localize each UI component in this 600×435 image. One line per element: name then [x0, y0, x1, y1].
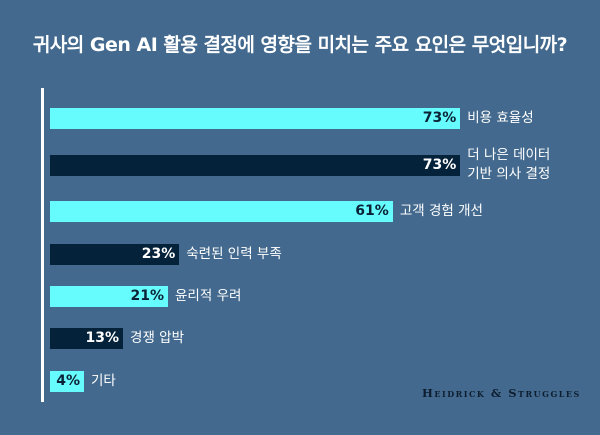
chart-title: 귀사의 Gen AI 활용 결정에 영향을 미치는 주요 요인은 무엇입니까? [32, 34, 568, 56]
y-axis-line [41, 88, 44, 402]
data-label: 21% [130, 288, 165, 304]
data-label: 73% [422, 157, 457, 173]
category-label: 더 나은 데이터 기반 의사 결정 [467, 147, 551, 182]
category-label: 숙련된 인력 부족 [186, 245, 282, 262]
category-label: 윤리적 우려 [175, 287, 242, 304]
category-label: 기타 [91, 372, 116, 389]
category-label: 고객 경험 개선 [399, 202, 483, 219]
data-label: 4% [56, 373, 80, 389]
category-label: 비용 효율성 [467, 109, 534, 126]
bar-2: 61% [50, 201, 393, 222]
data-label: 23% [141, 246, 176, 262]
bar-5: 13% [50, 328, 124, 349]
bar-0: 73% [50, 108, 461, 129]
data-label: 73% [422, 110, 457, 126]
bar-1: 73% [50, 155, 461, 176]
data-label: 61% [355, 203, 389, 219]
bar-6: 4% [50, 371, 84, 392]
bar-3: 23% [50, 244, 180, 265]
category-label: 경쟁 압박 [130, 329, 185, 346]
brand-logo: Heidrick & Struggles [422, 386, 581, 400]
bar-4: 21% [50, 286, 169, 307]
data-label: 13% [85, 330, 120, 346]
